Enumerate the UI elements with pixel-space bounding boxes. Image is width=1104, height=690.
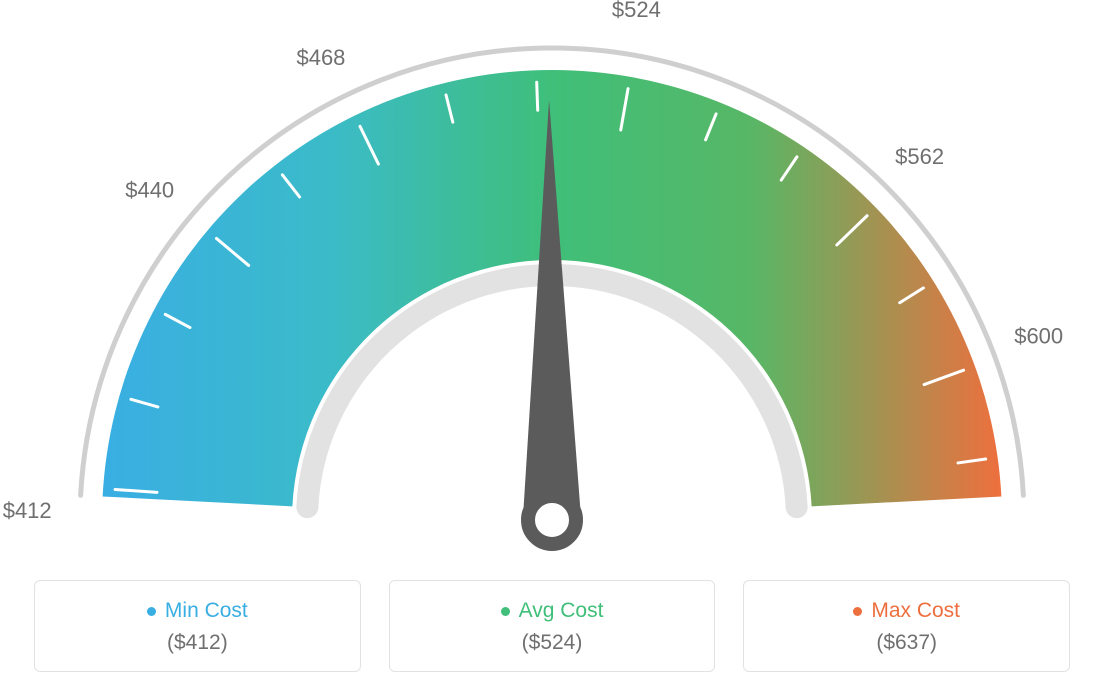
legend-title-min: Min Cost — [147, 599, 248, 623]
legend-title-max: Max Cost — [853, 599, 960, 623]
svg-text:$468: $468 — [296, 45, 345, 70]
legend-dot-avg — [501, 607, 510, 616]
svg-text:$562: $562 — [895, 144, 944, 169]
legend-card-max: Max Cost ($637) — [743, 580, 1070, 672]
svg-text:$440: $440 — [125, 177, 174, 202]
legend-value-avg: ($524) — [400, 631, 705, 655]
gauge-chart: $412$440$468$524$562$600$637 — [0, 0, 1104, 580]
legend-dot-min — [147, 607, 156, 616]
gauge-svg: $412$440$468$524$562$600$637 — [0, 0, 1104, 580]
legend-card-min: Min Cost ($412) — [34, 580, 361, 672]
legend-dot-max — [853, 607, 862, 616]
svg-text:$412: $412 — [3, 498, 52, 523]
legend-row: Min Cost ($412) Avg Cost ($524) Max Cost… — [0, 580, 1104, 672]
svg-text:$524: $524 — [612, 0, 661, 22]
legend-title-avg: Avg Cost — [501, 599, 604, 623]
legend-value-min: ($412) — [45, 631, 350, 655]
legend-label-avg: Avg Cost — [519, 599, 604, 623]
legend-value-max: ($637) — [754, 631, 1059, 655]
svg-text:$600: $600 — [1014, 324, 1063, 349]
legend-label-max: Max Cost — [871, 599, 960, 623]
legend-card-avg: Avg Cost ($524) — [389, 580, 716, 672]
legend-label-min: Min Cost — [165, 599, 248, 623]
